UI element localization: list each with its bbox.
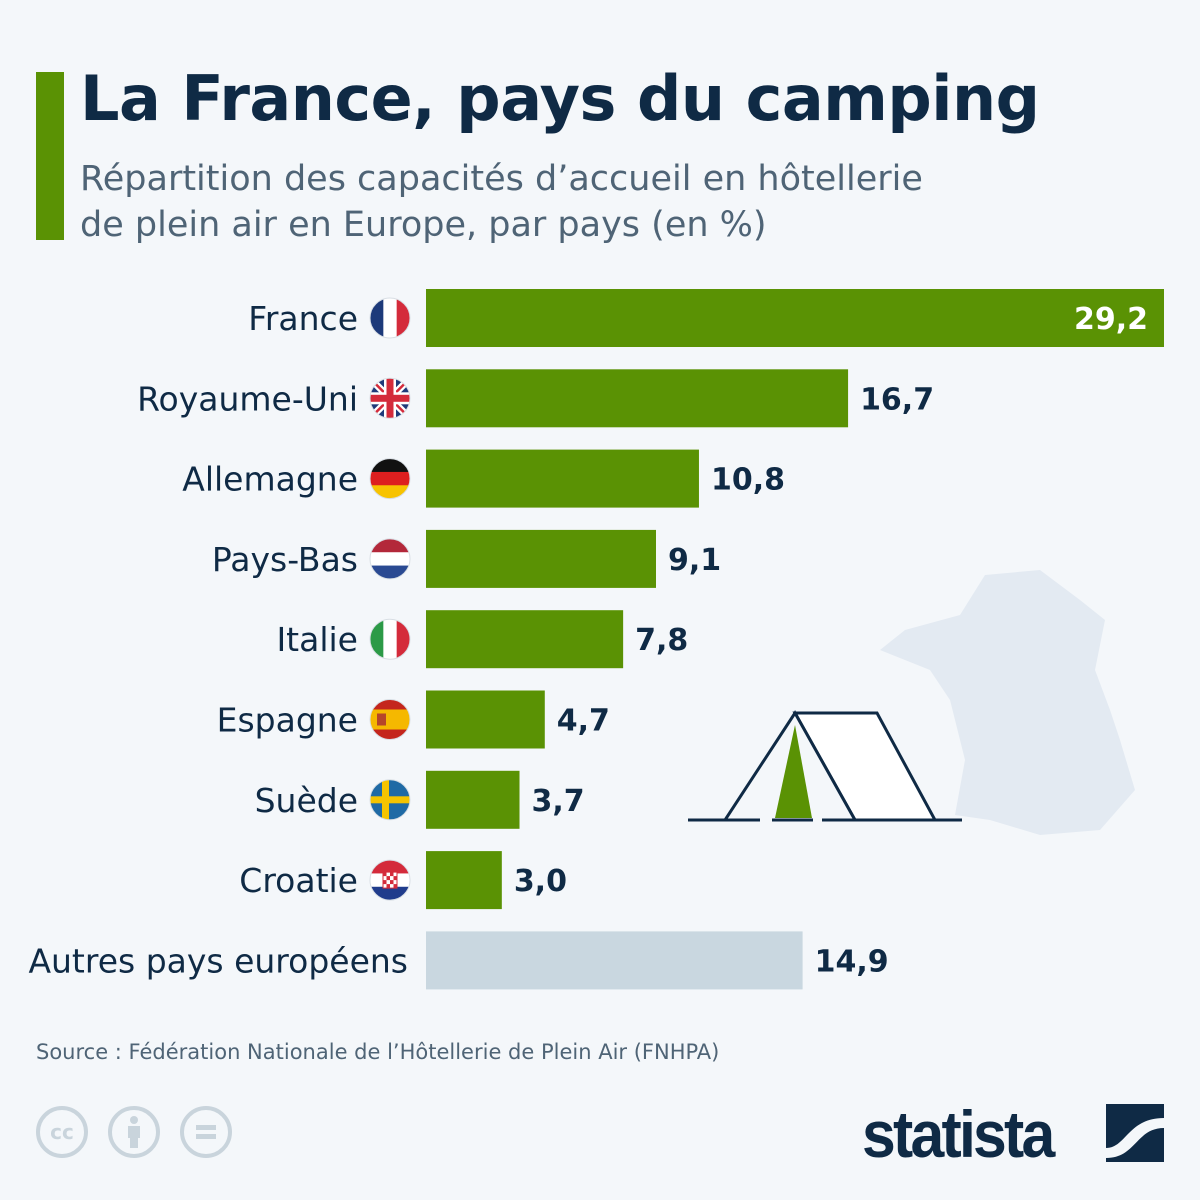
attribution-icon[interactable] (108, 1106, 160, 1158)
flag-france-icon (369, 297, 411, 339)
value-label: 10,8 (711, 463, 785, 498)
statista-logo-mark-icon (1106, 1104, 1164, 1162)
tent-icon (688, 710, 962, 823)
flag-uk-icon (369, 377, 411, 419)
category-label: Pays-Bas (212, 540, 358, 579)
subtitle-line-1: Répartition des capacités d’accueil en h… (80, 159, 923, 199)
flag-netherlands-icon (369, 538, 411, 580)
category-label: Autres pays européens (28, 941, 408, 980)
subtitle-line-2: de plein air en Europe, par pays (en %) (80, 205, 767, 245)
statista-logo[interactable]: statista (862, 1097, 1055, 1171)
flag-italy-icon (369, 618, 411, 660)
equals-glyph (196, 1125, 216, 1139)
value-label: 29,2 (1074, 302, 1148, 337)
source-note: Source : Fédération Nationale de l’Hôtel… (36, 1040, 720, 1064)
cc-icon[interactable]: cc (36, 1106, 88, 1158)
category-label: Suède (255, 781, 358, 820)
bar-espagne (426, 690, 545, 749)
bar-france (426, 289, 1164, 347)
bar-chart: France 29,2 Royaume-Uni 16,7 Allemagne 10,8 Pa… (28, 289, 1164, 990)
bar-allemagne (426, 449, 699, 508)
flag-germany-icon (369, 458, 411, 500)
person-glyph (128, 1116, 140, 1148)
value-label: 16,7 (860, 382, 934, 417)
category-label: Espagne (217, 701, 358, 740)
flag-croatia-icon (369, 859, 411, 901)
category-label: Italie (276, 620, 358, 659)
cc-text: cc (50, 1120, 74, 1144)
bars-group: France 29,2 Royaume-Uni 16,7 Allemagne 10,8 Pa… (28, 289, 1164, 990)
flag-spain-icon (369, 699, 411, 740)
category-label: France (248, 299, 358, 338)
page-subtitle: Répartition des capacités d’accueil en h… (80, 156, 980, 248)
value-label: 9,1 (668, 543, 721, 578)
value-label: 14,9 (815, 944, 889, 979)
value-label: 3,0 (514, 864, 567, 899)
flag-sweden-icon (369, 779, 411, 821)
page-title: La France, pays du camping (80, 62, 1040, 135)
bar-suède (426, 770, 520, 829)
category-label: Royaume-Uni (137, 379, 358, 418)
category-label: Croatie (239, 861, 358, 900)
bar-royaume-uni (426, 369, 849, 428)
value-label: 4,7 (557, 704, 610, 739)
category-label: Allemagne (182, 460, 358, 499)
bar-italie (426, 610, 624, 669)
france-map-icon (880, 570, 1135, 835)
bar-autres-pays-européens (426, 931, 803, 990)
bar-pays-bas (426, 529, 656, 588)
no-derivatives-icon[interactable] (180, 1106, 232, 1158)
value-label: 3,7 (532, 784, 585, 819)
bar-croatie (426, 851, 502, 910)
title-accent-bar (36, 72, 64, 240)
value-label: 7,8 (635, 623, 688, 658)
